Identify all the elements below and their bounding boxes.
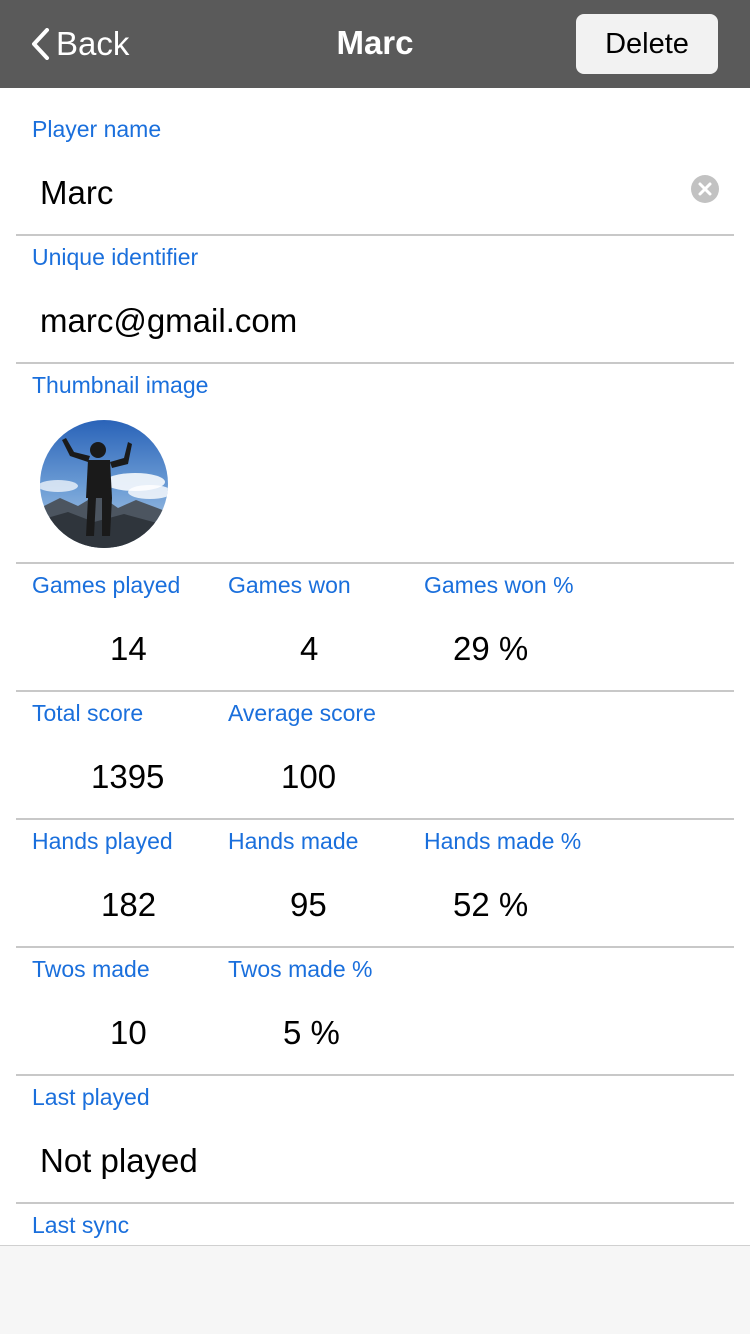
last-sync-label: Last sync [32, 1212, 130, 1238]
unique-identifier-label: Unique identifier [32, 244, 199, 270]
average-score-label: Average score [228, 700, 376, 726]
clear-text-icon[interactable] [690, 174, 720, 204]
hands-played-value: 182 [101, 886, 157, 923]
back-button[interactable]: Back [30, 22, 129, 66]
games-played-label: Games played [32, 572, 181, 598]
back-label: Back [56, 25, 130, 62]
hands-played-label: Hands played [32, 828, 173, 854]
hands-made-label: Hands made [228, 828, 359, 854]
player-name-input[interactable]: Marc [40, 174, 114, 211]
avatar-photo [40, 420, 168, 548]
player-name-label: Player name [32, 116, 162, 142]
thumbnail-section: Thumbnail image [16, 364, 734, 564]
twos-made-percent-label: Twos made % [228, 956, 373, 982]
total-score-value: 1395 [91, 758, 165, 795]
score-section: Total score Average score 1395 100 [16, 692, 734, 820]
chevron-left-icon [32, 28, 49, 60]
last-played-section: Last played Not played [16, 1076, 734, 1204]
delete-button[interactable]: Delete [576, 14, 718, 74]
twos-made-value: 10 [110, 1014, 147, 1051]
unique-identifier-section: Unique identifier marc@gmail.com [16, 236, 734, 364]
games-section: Games played Games won Games won % 14 4 … [16, 564, 734, 692]
twos-made-label: Twos made [32, 956, 150, 982]
navigation-bar: Back Marc Delete [0, 0, 750, 88]
average-score-value: 100 [281, 758, 337, 795]
games-won-value: 4 [300, 630, 319, 667]
hands-made-percent-label: Hands made % [424, 828, 582, 854]
last-sync-section: Last sync [16, 1204, 734, 1245]
games-won-label: Games won [228, 572, 351, 598]
games-won-percent-value: 29 % [453, 630, 529, 667]
last-played-value: Not played [40, 1142, 198, 1179]
twos-made-percent-value: 5 % [283, 1014, 340, 1051]
hands-made-value: 95 [290, 886, 327, 923]
games-played-value: 14 [110, 630, 147, 667]
avatar[interactable] [40, 420, 168, 548]
thumbnail-label: Thumbnail image [32, 372, 209, 398]
bottom-toolbar [0, 1245, 750, 1334]
player-name-section: Player name Marc [16, 88, 734, 236]
total-score-label: Total score [32, 700, 144, 726]
games-won-percent-label: Games won % [424, 572, 574, 598]
last-played-label: Last played [32, 1084, 150, 1110]
unique-identifier-input[interactable]: marc@gmail.com [40, 302, 298, 339]
hands-made-percent-value: 52 % [453, 886, 529, 923]
twos-section: Twos made Twos made % 10 5 % [16, 948, 734, 1076]
hands-section: Hands played Hands made Hands made % 182… [16, 820, 734, 948]
